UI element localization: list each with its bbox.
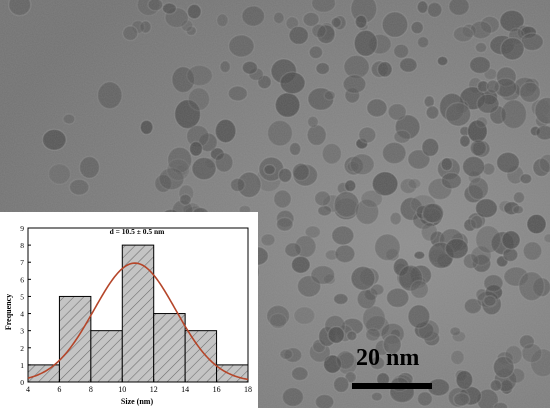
y-tick-label: 2	[20, 344, 24, 353]
y-tick-label: 1	[20, 361, 24, 370]
x-tick-label: 18	[244, 385, 252, 394]
y-tick-label: 0	[20, 378, 24, 387]
x-tick-label: 8	[89, 385, 93, 394]
x-tick-label: 12	[150, 385, 158, 394]
y-tick-label: 6	[20, 275, 24, 284]
y-tick-label: 8	[20, 241, 24, 250]
y-tick-label: 4	[20, 310, 24, 319]
chart-title: d = 10.5 ± 0.5 nm	[110, 227, 166, 236]
histogram-bar	[59, 296, 90, 382]
x-tick-label: 10	[118, 385, 126, 394]
histogram-bar	[154, 314, 185, 382]
x-tick-label: 16	[213, 385, 221, 394]
histogram-bar	[185, 331, 216, 382]
histogram-bar	[91, 331, 122, 382]
histogram-bar	[28, 365, 59, 382]
x-tick-label: 6	[57, 385, 61, 394]
y-tick-label: 7	[20, 258, 24, 267]
y-axis-label: Frequency	[4, 294, 13, 330]
y-tick-label: 5	[20, 292, 24, 301]
x-axis-label: Size (nm)	[121, 397, 154, 406]
scale-bar	[352, 383, 432, 389]
histogram-bars	[28, 245, 248, 382]
x-tick-label: 4	[26, 385, 30, 394]
y-tick-label: 3	[20, 327, 24, 336]
scale-bar-label: 20 nm	[356, 346, 419, 370]
y-tick-label: 9	[20, 224, 24, 233]
histogram-bar	[217, 365, 248, 382]
x-tick-label: 14	[181, 385, 189, 394]
